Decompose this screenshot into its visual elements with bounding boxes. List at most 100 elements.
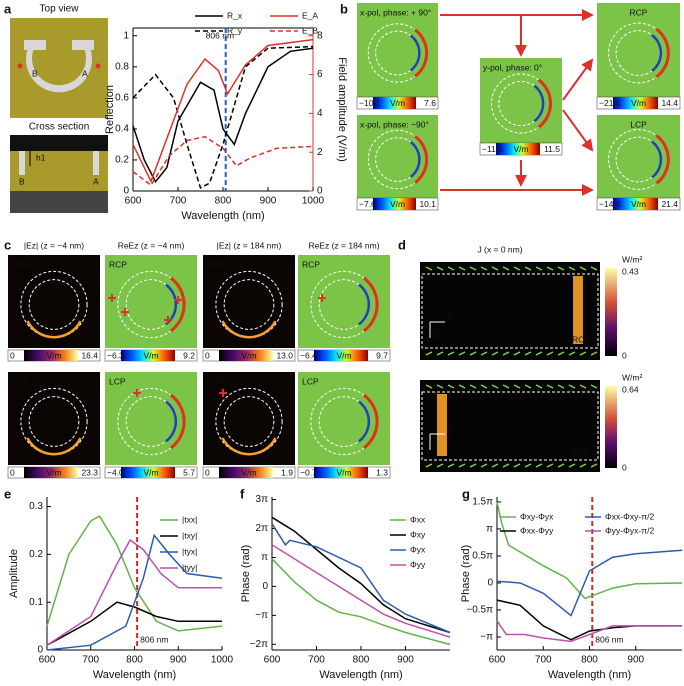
current-arrow — [447, 266, 455, 271]
line-series — [132, 47, 314, 184]
panel-label: g — [462, 486, 470, 501]
field-hot — [655, 27, 670, 79]
current-arrow — [590, 351, 598, 356]
colorbar — [314, 350, 368, 361]
current-arrow — [458, 351, 466, 356]
label: Cross section — [29, 122, 90, 133]
current-arrow — [590, 463, 598, 468]
colorbar-max: 23.3 — [81, 467, 98, 477]
current-arrow — [469, 384, 477, 389]
colorbar-max: 11.5 — [544, 144, 560, 154]
field-glow — [221, 437, 277, 456]
ring-outline — [28, 396, 80, 447]
current-arrow — [557, 384, 565, 389]
colorbar-min: −6.3 — [107, 350, 124, 360]
label: h1 — [36, 152, 46, 162]
current-arrow — [568, 384, 576, 389]
field-cold — [409, 34, 421, 72]
colorbar — [219, 350, 273, 361]
field-map — [357, 115, 438, 198]
colorbar-unit: V/m — [241, 467, 256, 477]
current-arrow — [557, 351, 565, 356]
line-series — [132, 135, 314, 187]
map-title: x-pol, phase: −90° — [360, 119, 429, 129]
ring-shape — [93, 151, 99, 175]
field-map — [298, 255, 390, 348]
current-hot — [573, 276, 583, 344]
field-glow — [26, 320, 82, 339]
y-tick-label: 3π — [256, 494, 269, 505]
colorbar — [613, 198, 658, 210]
colorbar-unit: V/m — [513, 144, 528, 154]
x-axis-label: Wavelength (nm) — [548, 669, 631, 681]
x-axis-label: Wavelength (nm) — [93, 669, 176, 681]
colorbar-min: −7.6 — [359, 199, 376, 209]
colorbar — [373, 97, 416, 109]
y-tick-label: −π — [480, 632, 493, 643]
x-tick-label: 1000 — [302, 196, 325, 207]
legend-label: Φxy-Φyx — [520, 511, 554, 521]
line-series — [271, 558, 451, 646]
legend-label: Φxx-Φxy-π/2 — [605, 511, 654, 521]
current-arrow — [458, 463, 466, 468]
y-tick-label: 1.5π — [472, 497, 493, 508]
map-label: RCP — [12, 259, 30, 269]
colorbar-max: 7.6 — [424, 98, 436, 108]
field-map — [203, 372, 295, 465]
line-series — [496, 549, 683, 617]
current-arrow — [568, 351, 576, 356]
current-map — [420, 380, 600, 472]
current-arrow — [579, 266, 587, 271]
current-map — [420, 262, 600, 360]
legend-label: E_B — [302, 25, 318, 35]
line-series — [46, 515, 223, 632]
colorbar-unit: V/m — [46, 467, 61, 477]
x-tick-label: 800 — [126, 655, 143, 666]
outline — [421, 391, 599, 461]
panel-label: d — [398, 237, 406, 252]
current-arrow — [480, 351, 488, 356]
field-map — [105, 372, 197, 465]
line-series — [46, 601, 222, 646]
current-arrow — [546, 384, 554, 389]
line-series — [496, 620, 682, 643]
current-arrow — [524, 384, 532, 389]
colorbar-max: 5.7 — [183, 467, 195, 477]
current-arrow — [590, 266, 598, 271]
field-glow — [26, 437, 82, 456]
y-tick-label: 0.3 — [29, 501, 43, 512]
legend-label: Φxx — [410, 514, 426, 524]
y-tick-label: π — [261, 552, 268, 563]
colorbar-min: 0 — [205, 350, 210, 360]
current-arrow — [491, 266, 499, 271]
y-tick-label: 0.5π — [472, 551, 493, 562]
x-tick-label: 800 — [581, 655, 598, 666]
colorbar — [121, 467, 175, 478]
colorbar-min: −14.4 — [599, 199, 621, 209]
x-tick-label: 900 — [627, 655, 644, 666]
current-arrow — [458, 266, 466, 271]
current-hot — [437, 394, 447, 456]
label: B — [32, 68, 38, 78]
column-header: |Ez| (z = −4 nm) — [24, 240, 84, 250]
x-tick-label: 600 — [489, 655, 506, 666]
y-tick-label: 0.4 — [115, 124, 129, 135]
current-arrow — [513, 463, 521, 468]
current-arrow — [480, 463, 488, 468]
colorbar-max: 13.0 — [276, 350, 293, 360]
current-arrow — [458, 384, 466, 389]
column-header: ReEz (z = 184 nm) — [308, 240, 379, 250]
colorbar-min: 0 — [622, 462, 627, 472]
y-tick-label: 0.6 — [115, 92, 129, 103]
current-arrow — [524, 463, 532, 468]
colorbar-max: 9.2 — [183, 350, 195, 360]
colorbar-unit: V/m — [390, 199, 405, 209]
legend-label: |tyx| — [182, 546, 197, 556]
panel-label: c — [4, 237, 11, 252]
legend-label: Φxy — [410, 529, 426, 539]
x-tick-label: 900 — [260, 196, 277, 207]
current-arrow — [546, 463, 554, 468]
colorbar — [496, 143, 540, 155]
x-tick-label: 800 — [353, 655, 370, 666]
field-map — [357, 3, 438, 97]
